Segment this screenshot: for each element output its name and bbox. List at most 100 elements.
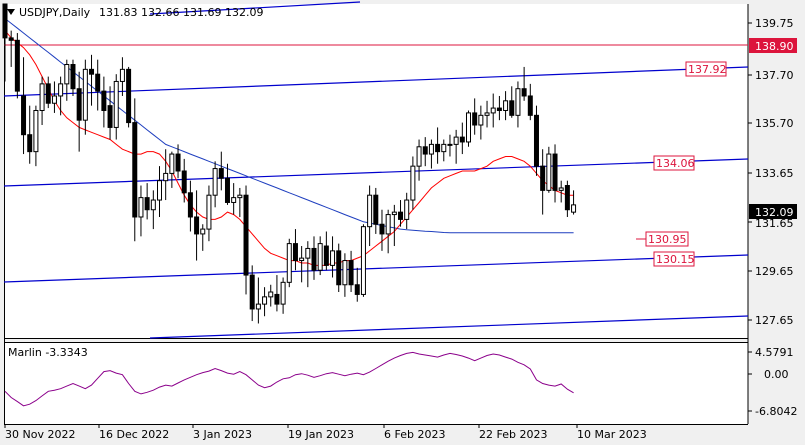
candle-body [231, 197, 237, 203]
time-tick-label: 10 Mar 2023 [577, 428, 647, 441]
candle-body [515, 88, 521, 116]
candle-body [342, 260, 348, 286]
candle-body [187, 192, 193, 218]
horizontal-level-tag-text: 138.90 [755, 40, 794, 53]
candle-body [8, 37, 14, 41]
candle-body [558, 187, 564, 191]
candle-body [33, 109, 39, 153]
label-137-92: 137.92 [685, 61, 727, 77]
candle-body [428, 143, 434, 155]
candle-body [89, 68, 95, 75]
candle-body [169, 153, 175, 174]
candle-body [45, 83, 51, 104]
price-tick-label: 133.65 [755, 167, 794, 180]
candle-body [385, 214, 391, 235]
candle-body [348, 260, 354, 286]
candle-body [132, 122, 138, 218]
channel-line-middle [3, 158, 749, 187]
indicator-plot-area[interactable] [4, 342, 748, 424]
time-tick-label: 30 Nov 2022 [5, 428, 75, 441]
current-price-tag [749, 204, 797, 219]
candle-body [299, 257, 305, 262]
price-tick-label: 129.65 [755, 265, 794, 278]
candle-body [305, 247, 311, 259]
indicator-level-label: 0.00 [764, 368, 789, 381]
candle-body [175, 153, 181, 172]
candle-body [540, 165, 546, 191]
candle-body [447, 143, 453, 146]
candle-body [268, 291, 274, 298]
channel-line-top [149, 1, 361, 15]
price-tick-label: 131.65 [755, 217, 794, 230]
label-130-95-text: 130.95 [648, 233, 687, 246]
indicator-level-label: -6.8042 [755, 405, 797, 418]
candle-body [181, 170, 187, 194]
candle-body [466, 112, 471, 143]
candle-body [274, 293, 280, 305]
candle-body [379, 223, 385, 235]
candle-body [472, 112, 478, 126]
candle-body [360, 226, 366, 295]
candle-body [503, 100, 509, 111]
candle-body [441, 143, 447, 153]
candle-body [64, 64, 70, 85]
main-plot-area[interactable] [4, 4, 748, 338]
candle-body [206, 194, 212, 230]
candle-body [58, 83, 64, 97]
candle-body [435, 143, 441, 153]
candle-body [21, 95, 27, 136]
label-137-92-text: 137.92 [688, 63, 727, 76]
label-134-06-text: 134.06 [656, 157, 695, 170]
label-130-15: 130.15 [653, 251, 695, 267]
chart-menu-icon[interactable] [7, 9, 15, 15]
candle-body [527, 95, 533, 116]
candle-body [490, 107, 496, 114]
candle-body [107, 105, 113, 128]
candle-body [212, 168, 218, 196]
candle-body [243, 194, 249, 276]
candle-body [311, 247, 317, 271]
candle-body [496, 107, 502, 111]
candle-body [404, 199, 410, 220]
price-tick-label: 127.65 [755, 314, 794, 327]
candle-body [218, 168, 224, 179]
candle-body [150, 199, 156, 211]
candle-body [571, 204, 577, 213]
candle-body [113, 80, 119, 128]
channel-line-lower [3, 254, 749, 283]
candle-body [138, 197, 144, 218]
label-130-95: 130.95 [645, 231, 689, 247]
candle-body [521, 88, 527, 97]
candle-body [398, 211, 404, 220]
candle-body [126, 68, 132, 124]
candle-body [564, 185, 570, 211]
candle-body [144, 197, 150, 211]
label-134-06: 134.06 [653, 155, 695, 171]
price-axis: 139.75 137.70 135.70 133.65 131.65 129.6… [748, 17, 794, 327]
candle-body [410, 165, 416, 201]
candle-body [416, 146, 422, 167]
indicator-level-label: 4.5791 [755, 346, 794, 359]
candle-body [459, 136, 465, 143]
candle-body [373, 194, 379, 225]
candle-body [14, 39, 20, 92]
blue-moving-average-line [4, 18, 574, 234]
candle-body [2, 3, 8, 39]
candle-body [249, 274, 255, 310]
time-axis: 30 Nov 2022 16 Dec 2022 3 Jan 2023 19 Ja… [4, 424, 647, 441]
time-tick-label: 6 Feb 2023 [384, 428, 445, 441]
time-tick-label: 16 Dec 2022 [99, 428, 169, 441]
candle-body [330, 250, 336, 266]
price-tick-label: 139.75 [755, 17, 794, 30]
price-tick-label: 135.70 [755, 117, 794, 130]
candle-body [27, 134, 33, 153]
candle-body [323, 245, 329, 266]
candle-body [292, 243, 298, 262]
channel-line-bottom [149, 315, 749, 339]
candle-body [101, 90, 107, 111]
candle-body [255, 303, 261, 310]
current-price-tag-text: 132.09 [755, 206, 794, 219]
candle-body [280, 281, 286, 305]
candle-body [453, 136, 459, 145]
